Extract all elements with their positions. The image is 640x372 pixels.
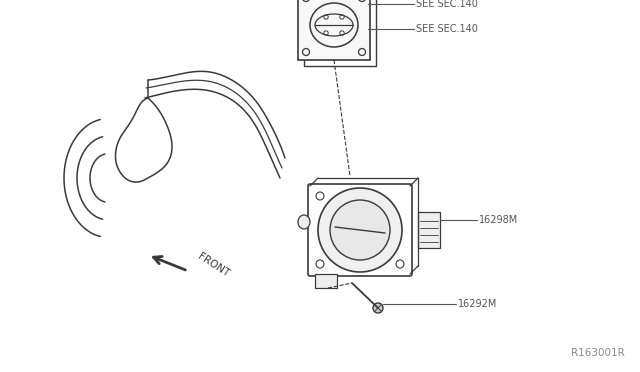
Circle shape <box>330 200 390 260</box>
Ellipse shape <box>298 215 310 229</box>
Bar <box>315 274 337 288</box>
Text: FRONT: FRONT <box>196 251 231 279</box>
Text: SEE SEC.140: SEE SEC.140 <box>416 24 478 34</box>
Text: SEE SEC.140: SEE SEC.140 <box>416 0 478 9</box>
Text: 16298M: 16298M <box>479 215 518 225</box>
Text: R163001R: R163001R <box>572 348 625 358</box>
Bar <box>418 212 440 248</box>
Circle shape <box>318 188 402 272</box>
FancyBboxPatch shape <box>298 0 370 60</box>
Circle shape <box>373 303 383 313</box>
Text: 16292M: 16292M <box>458 299 497 309</box>
